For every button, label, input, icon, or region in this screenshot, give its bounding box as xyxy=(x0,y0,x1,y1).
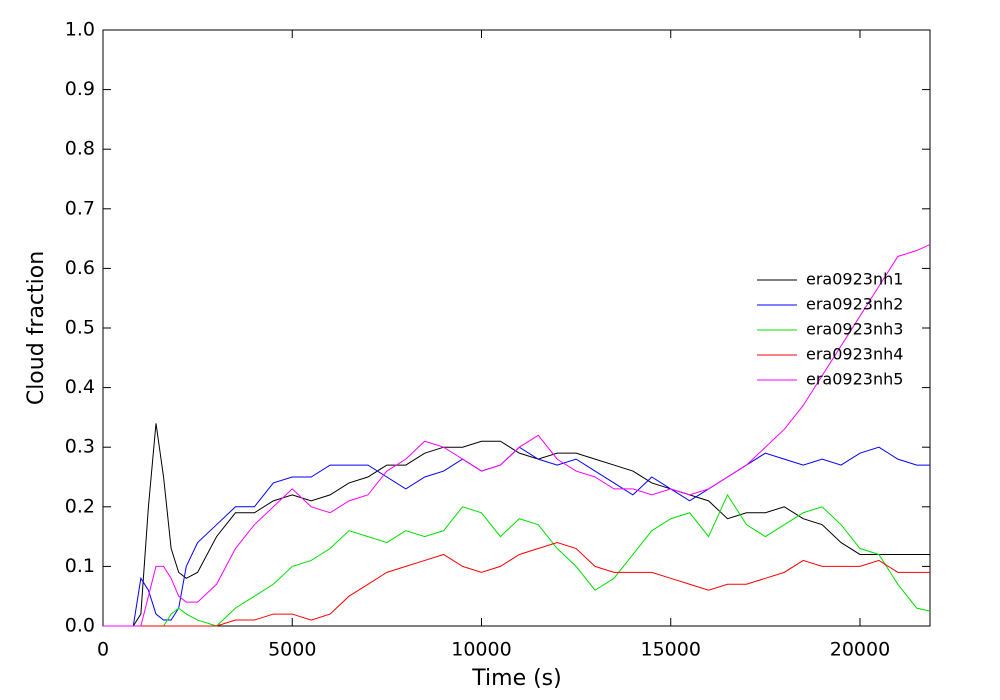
legend-label: era0923nh5 xyxy=(806,370,903,389)
legend-label: era0923nh3 xyxy=(806,320,903,339)
series-line xyxy=(103,542,930,627)
legend-label: era0923nh1 xyxy=(806,270,903,289)
y-tick-label: 0.6 xyxy=(65,257,95,279)
legend-label: era0923nh2 xyxy=(806,295,903,314)
x-tick-label: 20000 xyxy=(830,639,890,661)
y-tick-label: 0.2 xyxy=(65,495,95,517)
y-tick-label: 0.8 xyxy=(65,138,95,160)
series-line xyxy=(103,446,930,627)
y-tick-label: 0.1 xyxy=(65,555,95,577)
legend-label: era0923nh4 xyxy=(806,345,903,364)
series-line xyxy=(103,244,931,627)
y-tick-label: 0.4 xyxy=(65,376,95,398)
y-tick-label: 0.0 xyxy=(65,615,95,637)
x-tick-label: 10000 xyxy=(451,639,511,661)
y-tick-label: 0.7 xyxy=(65,197,95,219)
x-axis-label: Time (s) xyxy=(471,666,561,691)
y-tick-label: 1.0 xyxy=(65,19,95,41)
y-tick-label: 0.5 xyxy=(65,317,95,339)
y-axis-label: Cloud fraction xyxy=(24,251,49,405)
y-tick-label: 0.9 xyxy=(65,78,95,100)
series-line xyxy=(103,493,931,627)
x-tick-label: 15000 xyxy=(641,639,701,661)
x-tick-label: 5000 xyxy=(268,639,316,661)
x-tick-label: 0 xyxy=(97,639,109,661)
series-line xyxy=(103,423,930,627)
y-tick-label: 0.3 xyxy=(65,436,95,458)
